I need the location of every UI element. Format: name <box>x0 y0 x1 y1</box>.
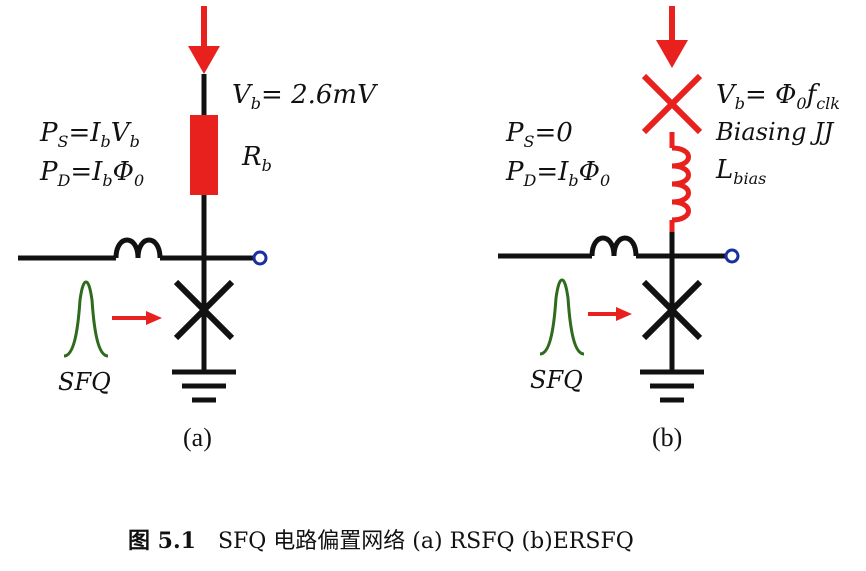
pd-formula-a: PD=IbΦ0 <box>39 157 144 190</box>
josephson-junction-a <box>173 279 235 341</box>
ps-formula-a: PS=IbVb <box>39 118 140 151</box>
ps-formula-b: PS=0 <box>505 118 573 151</box>
figure-number: 图 5.1 <box>128 528 196 554</box>
panel-label-a: (a) <box>183 423 212 452</box>
sfq-pulse-b <box>539 278 585 356</box>
output-port-a <box>252 250 268 266</box>
figure-caption: 图 5.1 SFQ 电路偏置网络 (a) RSFQ (b)ERSFQ <box>128 528 634 554</box>
biasing-jj-label: Biasing JJ <box>715 118 835 146</box>
josephson-junction-b <box>641 279 703 341</box>
sfq-pulse-a <box>63 280 109 358</box>
sfq-label-a: SFQ <box>58 368 111 396</box>
bias-resistor-rb <box>190 115 218 195</box>
bias-current-arrow-b <box>656 6 688 68</box>
inductor-a <box>113 237 163 259</box>
panel-a-rsfq: Vb= 2.6mV Rb PS=IbVb PD=IbΦ0 SFQ (a) <box>18 6 378 452</box>
figure-caption-text: SFQ 电路偏置网络 (a) RSFQ (b)ERSFQ <box>218 529 634 554</box>
bias-inductor-lbias <box>671 145 691 223</box>
rb-label: Rb <box>241 142 272 175</box>
panel-b-ersfq: Vb= Φ0fclk Biasing JJ Lbias PS=0 PD=IbΦ0… <box>498 6 840 452</box>
inductor-b <box>589 235 639 257</box>
output-port-b <box>724 248 740 264</box>
sfq-label-b: SFQ <box>530 366 583 394</box>
pd-formula-b: PD=IbΦ0 <box>505 157 610 190</box>
ground-symbol-a <box>172 369 236 403</box>
vb-label-a: Vb= 2.6mV <box>232 80 378 113</box>
ground-symbol-b <box>640 369 704 403</box>
biasing-jj <box>641 73 703 135</box>
pulse-arrow-a <box>112 311 162 325</box>
pulse-arrow-b <box>588 307 632 321</box>
panel-label-b: (b) <box>652 423 682 452</box>
bias-current-arrow-a <box>188 6 220 74</box>
lbias-label: Lbias <box>715 155 766 188</box>
vb-label-b: Vb= Φ0fclk <box>716 80 840 113</box>
